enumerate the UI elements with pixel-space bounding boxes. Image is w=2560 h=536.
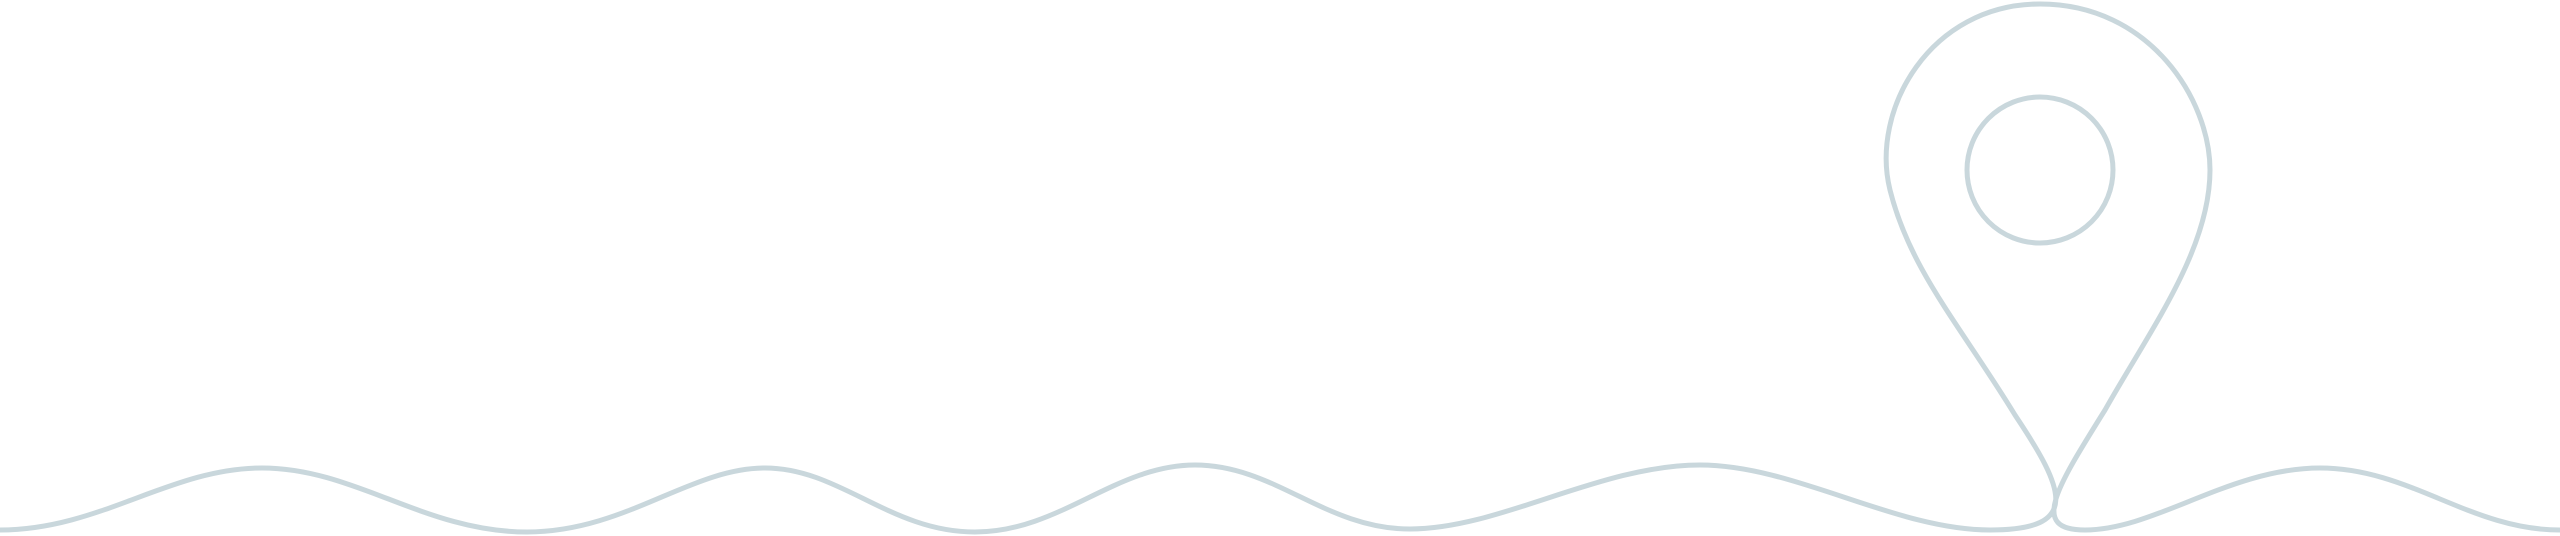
map-pin-hole-circle [1964, 94, 2116, 246]
